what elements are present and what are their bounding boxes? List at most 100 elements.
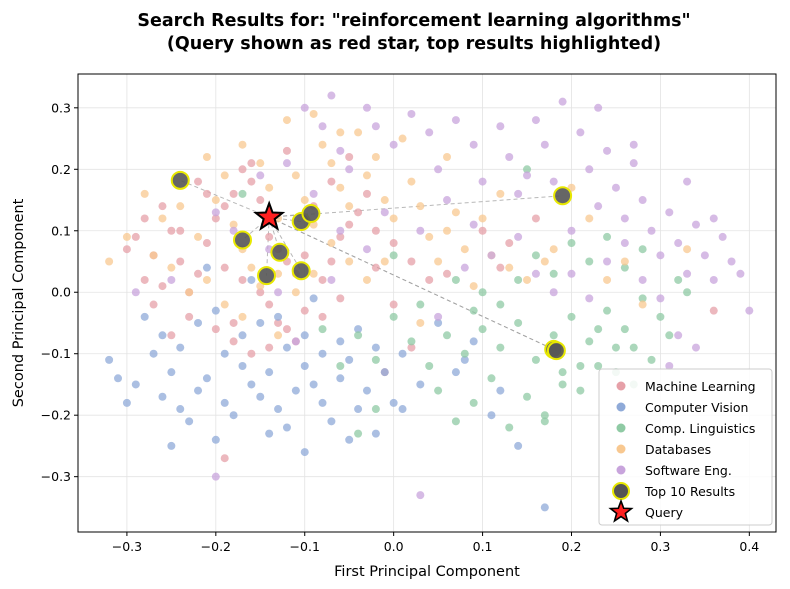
point-s4-14 bbox=[496, 122, 505, 131]
legend-marker-machine-learning bbox=[616, 381, 626, 391]
point-s3-38 bbox=[523, 275, 532, 284]
point-s3-32 bbox=[443, 152, 452, 161]
point-s0-2 bbox=[167, 226, 176, 235]
point-s4-66 bbox=[416, 491, 425, 500]
y-tick-label-3: 0.0 bbox=[51, 285, 71, 300]
y-axis-label: Second Principal Component bbox=[11, 198, 27, 407]
point-s1-33 bbox=[416, 380, 425, 389]
y-tick-label-5: 0.2 bbox=[51, 162, 71, 177]
point-s4-60 bbox=[656, 294, 665, 303]
point-s2-7 bbox=[531, 355, 540, 364]
point-s4-72 bbox=[434, 312, 443, 321]
point-s2-14 bbox=[656, 312, 665, 321]
point-s1-6 bbox=[167, 368, 176, 377]
point-s0-22 bbox=[238, 275, 247, 284]
point-s4-70 bbox=[274, 288, 283, 297]
point-s0-28 bbox=[300, 306, 309, 315]
point-s4-42 bbox=[256, 171, 265, 180]
x-tick-label-6: 0.3 bbox=[650, 539, 670, 554]
y-tick-label-0: −0.3 bbox=[41, 469, 71, 484]
point-s2-46 bbox=[371, 405, 380, 414]
point-s1-13 bbox=[229, 411, 238, 420]
x-tick-label-5: 0.2 bbox=[562, 539, 582, 554]
point-s3-42 bbox=[603, 275, 612, 284]
point-s1-59 bbox=[167, 441, 176, 450]
point-s1-47 bbox=[256, 318, 265, 327]
point-s0-69 bbox=[496, 263, 505, 272]
point-s3-56 bbox=[327, 239, 336, 248]
point-s0-68 bbox=[443, 269, 452, 278]
point-s0-53 bbox=[371, 263, 380, 272]
point-s3-14 bbox=[282, 116, 291, 125]
point-s0-23 bbox=[256, 288, 265, 297]
point-s3-31 bbox=[434, 257, 443, 266]
point-s3-10 bbox=[247, 263, 256, 272]
point-s4-76 bbox=[567, 226, 576, 235]
point-s2-55 bbox=[523, 165, 532, 174]
point-s3-19 bbox=[327, 159, 336, 168]
point-s3-49 bbox=[202, 275, 211, 284]
point-s0-65 bbox=[229, 318, 238, 327]
point-s1-18 bbox=[274, 405, 283, 414]
point-s2-25 bbox=[594, 362, 603, 371]
point-s3-69 bbox=[549, 245, 558, 254]
point-s3-28 bbox=[407, 177, 416, 186]
point-s4-27 bbox=[629, 159, 638, 168]
point-s0-50 bbox=[345, 152, 354, 161]
point-s4-25 bbox=[611, 183, 620, 192]
point-s3-29 bbox=[416, 202, 425, 211]
point-s2-31 bbox=[496, 300, 505, 309]
point-s0-37 bbox=[407, 257, 416, 266]
point-s0-36 bbox=[389, 239, 398, 248]
point-s4-5 bbox=[362, 103, 371, 112]
point-s4-57 bbox=[603, 257, 612, 266]
point-s0-8 bbox=[202, 239, 211, 248]
point-s0-61 bbox=[220, 454, 229, 463]
point-s3-4 bbox=[194, 232, 203, 241]
point-s3-66 bbox=[274, 331, 283, 340]
point-s3-57 bbox=[345, 257, 354, 266]
point-s2-17 bbox=[451, 417, 460, 426]
top-result-6 bbox=[301, 204, 321, 224]
point-s0-66 bbox=[318, 312, 327, 321]
point-s3-33 bbox=[451, 208, 460, 217]
query-star bbox=[253, 200, 286, 231]
point-s3-53 bbox=[274, 269, 283, 278]
legend-label-machine-learning: Machine Learning bbox=[645, 379, 756, 394]
point-s3-30 bbox=[425, 232, 434, 241]
point-s1-49 bbox=[282, 343, 291, 352]
point-s2-40 bbox=[354, 331, 363, 340]
point-s3-8 bbox=[229, 220, 238, 229]
point-s2-22 bbox=[540, 411, 549, 420]
point-s1-7 bbox=[176, 405, 185, 414]
point-s1-54 bbox=[371, 343, 380, 352]
point-s4-53 bbox=[531, 269, 540, 278]
point-s0-45 bbox=[140, 275, 149, 284]
point-s1-48 bbox=[274, 312, 283, 321]
top-result-9 bbox=[553, 186, 573, 206]
point-s2-44 bbox=[318, 325, 327, 334]
point-s1-45 bbox=[220, 349, 229, 358]
point-s4-39 bbox=[736, 269, 745, 278]
point-s4-11 bbox=[451, 116, 460, 125]
point-s2-8 bbox=[549, 331, 558, 340]
y-tick-label-6: 0.3 bbox=[51, 100, 71, 115]
point-s3-58 bbox=[362, 275, 371, 284]
point-s2-58 bbox=[576, 362, 585, 371]
point-s2-48 bbox=[451, 275, 460, 284]
grid bbox=[78, 74, 776, 532]
point-s2-54 bbox=[238, 189, 247, 198]
point-s4-48 bbox=[416, 226, 425, 235]
point-s0-10 bbox=[220, 202, 229, 211]
point-s3-24 bbox=[371, 152, 380, 161]
point-s1-30 bbox=[380, 368, 389, 377]
x-tick-label-2: −0.1 bbox=[290, 539, 320, 554]
y-tick-label-1: −0.2 bbox=[41, 408, 71, 423]
x-tick-label-4: 0.1 bbox=[473, 539, 493, 554]
point-s4-59 bbox=[638, 275, 647, 284]
point-s0-25 bbox=[274, 318, 283, 327]
point-s0-26 bbox=[282, 325, 291, 334]
point-s4-79 bbox=[594, 103, 603, 112]
point-s1-53 bbox=[354, 325, 363, 334]
point-s2-32 bbox=[514, 275, 523, 284]
